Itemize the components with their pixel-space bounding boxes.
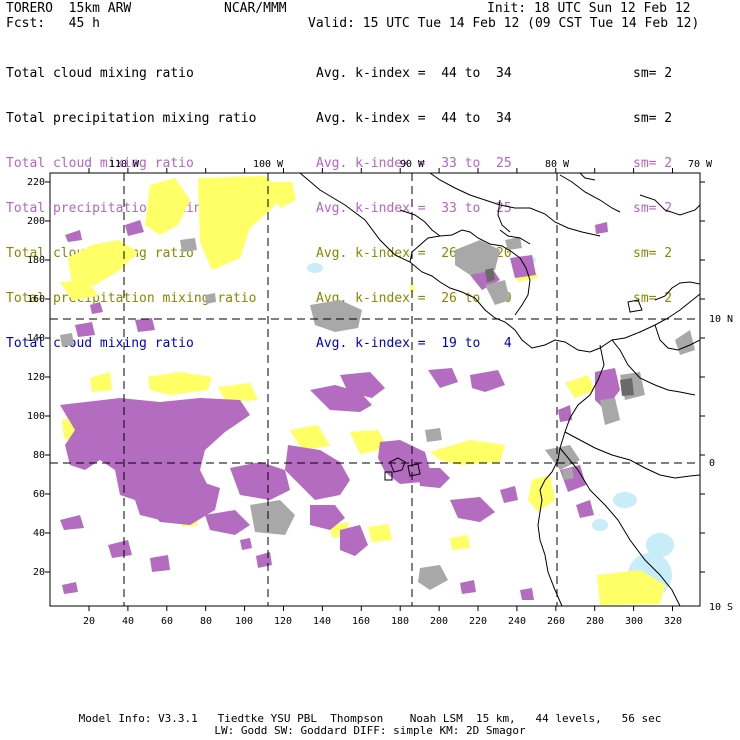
lon-label-110w: 110 W [109, 159, 140, 170]
plot-frame [49, 172, 701, 607]
coastlines [299, 173, 700, 606]
x-tick-label: 60 [161, 616, 173, 627]
init-time: Init: 18 UTC Sun 12 Feb 12 [487, 1, 691, 16]
lat-label-equator: 0 [709, 458, 715, 469]
lon-label-80w: 80 W [545, 159, 570, 170]
graticule [50, 173, 700, 606]
legend-field: Total cloud mixing ratio [6, 156, 194, 171]
model-name: TORERO 15km ARW [6, 1, 132, 16]
lon-label-70w: 70 W [688, 159, 713, 170]
legend-row: Total cloud mixing ratio Avg. k-index = 4… [6, 66, 736, 81]
legend-index: Avg. k-index = 26 to 20 [316, 246, 512, 261]
legend-row: Total precipitation mixing ratio Avg. k-i… [6, 201, 736, 216]
lon-label-90w: 90 W [400, 159, 425, 170]
x-tick-label: 40 [122, 616, 134, 627]
legend-smoothing: sm= 2 [633, 156, 673, 171]
x-tick-label: 180 [391, 616, 409, 627]
y-tick-label: 120 [27, 372, 45, 383]
bottom-tick-labels: 20 40 60 80 100 120 140 160 180 200 220 … [83, 616, 682, 627]
model-info-line1: Model Info: V3.3.1 Tiedtke YSU PBL Thomp… [78, 712, 662, 725]
weather-fields [60, 173, 700, 606]
y-tick-label: 60 [33, 489, 45, 500]
x-tick-label: 300 [625, 616, 643, 627]
top-lon-labels: 110 W 100 W 90 W 80 W 70 W [109, 159, 713, 170]
field-darkgray [485, 268, 634, 396]
y-tick-label: 80 [33, 450, 45, 461]
x-tick-label: 320 [664, 616, 682, 627]
legend-index: Avg. k-index = 19 to 4 [316, 336, 512, 351]
y-tick-label: 20 [33, 567, 45, 578]
x-tick-label: 200 [430, 616, 448, 627]
y-tick-label: 180 [27, 255, 45, 266]
x-tick-label: 160 [352, 616, 370, 627]
legend-row: Total cloud mixing ratio Avg. k-index = 3… [6, 156, 736, 171]
legend-smoothing: sm= 2 [633, 201, 673, 216]
y-tick-label: 160 [27, 294, 45, 305]
right-lat-labels: 10 N 0 10 S [709, 314, 733, 613]
legend-field: Total cloud mixing ratio [6, 66, 194, 81]
x-tick-label: 80 [200, 616, 212, 627]
legend-row: Total precipitation mixing ratio Avg. k-i… [6, 111, 736, 126]
x-tick-label: 140 [313, 616, 331, 627]
x-tick-label: 280 [586, 616, 604, 627]
x-tick-label: 100 [235, 616, 253, 627]
x-tick-label: 120 [274, 616, 292, 627]
y-tick-label: 100 [27, 411, 45, 422]
tick-marks [45, 168, 705, 611]
y-tick-label: 200 [27, 216, 45, 227]
legend-field: Total precipitation mixing ratio [6, 111, 257, 126]
x-tick-label: 20 [83, 616, 95, 627]
lat-label-10n: 10 N [709, 314, 733, 325]
legend-index: Avg. k-index = 44 to 34 [316, 111, 512, 126]
lat-label-10s: 10 S [709, 602, 733, 613]
lon-label-100w: 100 W [253, 159, 284, 170]
y-tick-label: 140 [27, 333, 45, 344]
y-tick-label: 40 [33, 528, 45, 539]
legend-smoothing: sm= 2 [633, 246, 673, 261]
legend-smoothing: sm= 2 [633, 66, 673, 81]
legend-smoothing: sm= 2 [633, 111, 673, 126]
left-tick-labels: 20 40 60 80 100 120 140 160 180 200 220 [27, 177, 45, 578]
valid-time: Valid: 15 UTC Tue 14 Feb 12 (09 CST Tue … [308, 16, 700, 31]
field-purple [60, 220, 620, 600]
x-tick-label: 220 [469, 616, 487, 627]
legend-index: Avg. k-index = 33 to 25 [316, 201, 512, 216]
model-info-line2: LW: Godd SW: Goddard DIFF: simple KM: 2D… [214, 724, 526, 737]
field-gray [60, 237, 695, 590]
y-tick-label: 220 [27, 177, 45, 188]
x-tick-label: 240 [508, 616, 526, 627]
center-name: NCAR/MMM [224, 1, 287, 16]
forecast-hour: Fcst: 45 h [6, 16, 100, 31]
legend-index: Avg. k-index = 44 to 34 [316, 66, 512, 81]
x-tick-label: 260 [547, 616, 565, 627]
legend-index: Avg. k-index = 33 to 25 [316, 156, 512, 171]
